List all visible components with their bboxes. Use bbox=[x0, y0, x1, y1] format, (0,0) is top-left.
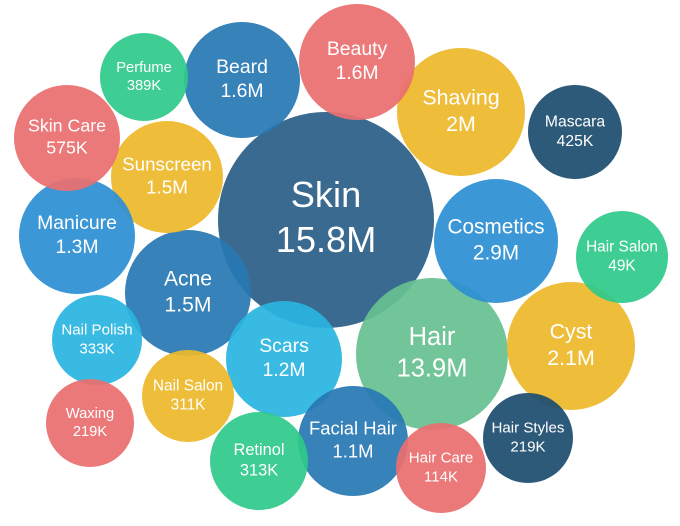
bubble-circle-waxing[interactable] bbox=[46, 379, 134, 467]
bubble-circle-skin[interactable] bbox=[218, 112, 434, 328]
bubble-circle-hair-salon[interactable] bbox=[576, 211, 668, 303]
bubble-circle-sunscreen[interactable] bbox=[111, 121, 223, 233]
bubble-circle-retinol[interactable] bbox=[210, 412, 308, 510]
bubble-circle-beard[interactable] bbox=[184, 22, 300, 138]
bubble-circle-hair-styles[interactable] bbox=[483, 393, 573, 483]
bubble-circle-hair[interactable] bbox=[356, 278, 508, 430]
bubble-circle-facial-hair[interactable] bbox=[298, 386, 408, 496]
bubble-circle-skin-care[interactable] bbox=[14, 85, 120, 191]
bubble-circle-cosmetics[interactable] bbox=[434, 179, 558, 303]
bubble-circle-hair-care[interactable] bbox=[396, 423, 486, 513]
bubble-circle-manicure[interactable] bbox=[19, 178, 135, 294]
bubble-circle-shaving[interactable] bbox=[397, 48, 525, 176]
bubble-circle-cyst[interactable] bbox=[507, 282, 635, 410]
bubble-circle-nail-salon[interactable] bbox=[142, 350, 234, 442]
bubble-circle-mascara[interactable] bbox=[528, 85, 622, 179]
bubble-circle-perfume[interactable] bbox=[100, 33, 188, 121]
bubble-circle-scars[interactable] bbox=[226, 301, 342, 417]
bubble-circle-beauty[interactable] bbox=[299, 4, 415, 120]
bubble-circle-nail-polish[interactable] bbox=[52, 295, 142, 385]
bubble-circle-acne[interactable] bbox=[125, 230, 251, 356]
